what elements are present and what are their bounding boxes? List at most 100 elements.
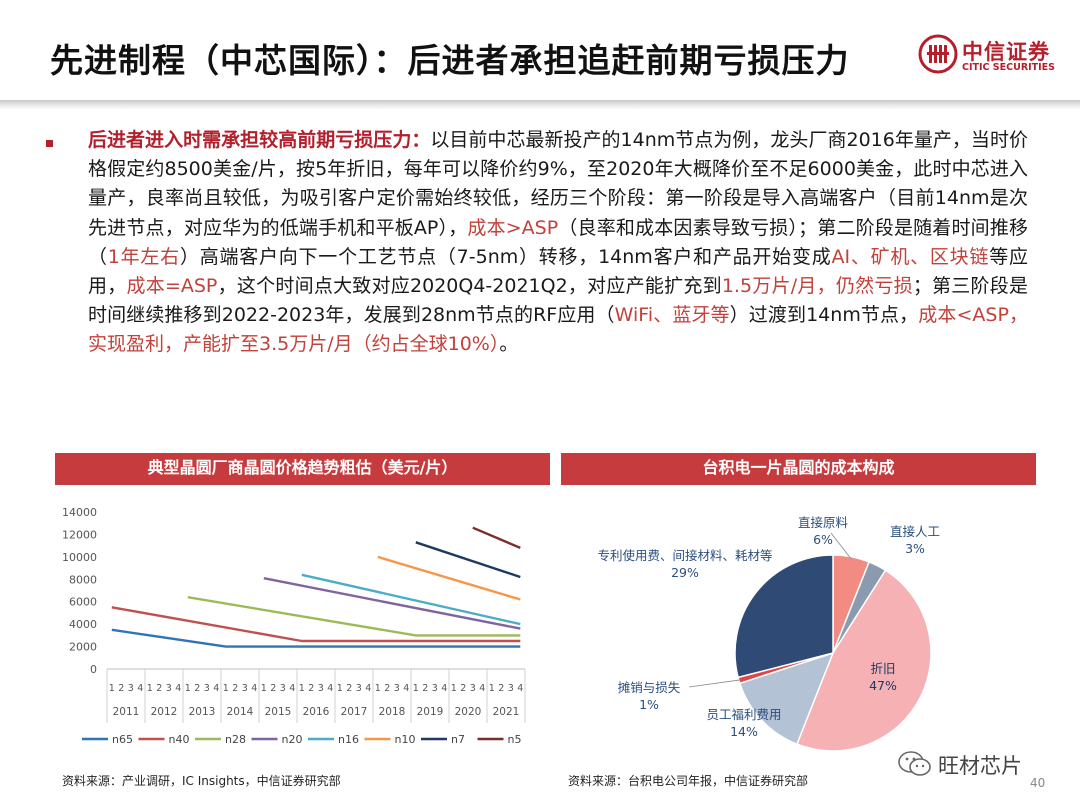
y-tick-label: 10000 (62, 551, 97, 564)
x-quarter-label: 1 (299, 683, 305, 694)
bullet-highlight-7: 成本<ASP，实现盈利，产能扩至3.5万片/月（约占全球10%） (88, 304, 1029, 356)
legend-label-n28: n28 (225, 733, 246, 746)
x-quarter-label: 3 (470, 683, 476, 694)
x-quarter-label: 4 (403, 683, 409, 694)
x-year-label: 2013 (189, 706, 216, 718)
x-quarter-label: 4 (479, 683, 485, 694)
pie-slice-percent: 29% (671, 565, 699, 580)
x-quarter-label: 4 (251, 683, 257, 694)
series-line-n28 (187, 596, 521, 637)
bullet-text-5: ，这个时间点大致对应2020Q4-2021Q2，对应产能扩充到 (217, 275, 722, 298)
pie-leader-line (830, 532, 852, 559)
pie-slice-label: 直接人工 (890, 524, 940, 539)
series-line-n20 (263, 577, 521, 630)
y-tick-labels: 0 2000 4000 6000 8000 10000 12000 14000 (62, 506, 97, 676)
legend-label-n40: n40 (169, 733, 190, 746)
pie-slice-label: 直接原料 (798, 515, 849, 530)
watermark: 旺材芯片 (898, 748, 1068, 782)
pie-slice-label: 专利使用费、间接材料、耗材等 (597, 548, 772, 563)
x-quarter-label: 3 (508, 683, 514, 694)
x-quarter-label: 3 (204, 683, 210, 694)
pie-slice-label: 员工福利费用 (706, 707, 781, 722)
x-quarter-label: 3 (432, 683, 438, 694)
bullet-highlight-4: 成本=ASP (126, 275, 218, 298)
x-quarter-label: 1 (413, 683, 419, 694)
pie-slice (734, 554, 834, 679)
x-quarter-label: 3 (318, 683, 324, 694)
x-year-label: 2015 (265, 706, 292, 718)
bullet-highlight-1: 成本>ASP (467, 216, 559, 239)
pie-leader-line (688, 679, 741, 688)
x-quarter-label: 3 (242, 683, 248, 694)
x-year-label: 2019 (417, 706, 444, 718)
bullet-highlight-2: 1年左右 (107, 245, 180, 268)
x-year-label: 2020 (455, 706, 482, 718)
title-bar: 先进制程（中芯国际）：后进者承担追赶前期亏损压力 中信证券 CITIC SECU… (0, 0, 1080, 100)
watermark-text: 旺材芯片 (938, 754, 1022, 778)
legend-label-n20: n20 (282, 733, 303, 746)
x-quarter-label: 2 (194, 683, 200, 694)
x-quarter-label: 4 (365, 683, 371, 694)
left-source-note: 资料来源：产业调研，IC Insights，中信证券研究部 (62, 774, 341, 788)
cost-structure-pie-chart: 直接原料 6% 直接人工 3% 折旧 47% 员工福利费用 14% 摊销与损失 1% 专利使用费、间… (597, 515, 940, 752)
bullet-text-6: ；第三阶段是时间继续推移到2022-2023年，发展到28nm节点的RF应用（ (88, 275, 1028, 327)
pie-slice-percent: 6% (813, 532, 833, 547)
right-source-note: 资料来源：台积电公司年报，中信证券研究部 (568, 774, 809, 788)
x-quarter-label: 4 (517, 683, 523, 694)
line-chart-header-rule (55, 483, 550, 485)
x-quarter-label: 3 (356, 683, 362, 694)
series-line-n65 (111, 628, 521, 648)
y-tick-label: 0 (90, 663, 97, 676)
y-tick-label: 14000 (62, 506, 97, 519)
x-year-label: 2014 (227, 706, 254, 718)
bullet-text-8: 。 (499, 333, 519, 356)
bullet-text-3: ）高端客户向下一个工艺节点（7-5nm）转移，14nm客户和产品开始变成 (179, 245, 832, 268)
x-quarter-label: 1 (375, 683, 381, 694)
pie-slice (795, 569, 932, 752)
x-quarter-label: 4 (175, 683, 181, 694)
logo-text-en: CITIC SECURITIES (962, 62, 1056, 73)
x-quarter-label: 1 (147, 683, 153, 694)
x-quarter-label: 2 (346, 683, 352, 694)
x-quarter-label: 2 (422, 683, 428, 694)
series-lines (111, 526, 521, 648)
x-quarter-label: 3 (394, 683, 400, 694)
x-quarter-label: 1 (489, 683, 495, 694)
pie-slice-percent: 3% (905, 541, 925, 556)
y-tick-label: 8000 (69, 573, 97, 586)
slide-title: 先进制程（中芯国际）：后进者承担追赶前期亏损压力 (50, 41, 850, 80)
bullet-text-7: ）过渡到14nm节点， (729, 304, 919, 327)
x-quarter-label: 1 (337, 683, 343, 694)
y-tick-label: 2000 (69, 641, 97, 654)
x-quarter-label: 2 (498, 683, 504, 694)
x-quarter-label: 2 (308, 683, 314, 694)
x-quarter-label: 2 (118, 683, 124, 694)
x-quarter-label: 1 (261, 683, 267, 694)
x-quarter-label: 4 (327, 683, 333, 694)
x-quarter-label: 4 (441, 683, 447, 694)
bullet-highlight-5: 1.5万片/月，仍然亏损 (721, 275, 913, 298)
x-quarter-label: 1 (109, 683, 115, 694)
x-quarter-label: 2 (232, 683, 238, 694)
pie-slice-percent: 47% (869, 678, 897, 693)
series-line-n5 (472, 526, 521, 550)
x-year-label: 2018 (379, 706, 406, 718)
pie-slices (734, 554, 932, 752)
legend-label-n10: n10 (395, 733, 416, 746)
x-quarter-label: 2 (460, 683, 466, 694)
legend-label-n7: n7 (451, 733, 465, 746)
x-quarter-label: 4 (213, 683, 219, 694)
x-year-label: 2017 (341, 706, 368, 718)
series-line-n7 (415, 541, 521, 579)
x-quarter-label: 3 (128, 683, 134, 694)
x-quarter-label: 4 (137, 683, 143, 694)
series-line-n10 (377, 555, 521, 601)
line-chart-header: 典型晶圆厂商晶圆价格趋势粗估（美元/片） (55, 453, 550, 483)
x-quarter-label: 1 (185, 683, 191, 694)
x-year-label: 2011 (113, 706, 140, 718)
pie-slice-label: 摊销与损失 (618, 680, 681, 695)
x-quarter-label: 2 (156, 683, 162, 694)
legend-label-n65: n65 (112, 733, 133, 746)
